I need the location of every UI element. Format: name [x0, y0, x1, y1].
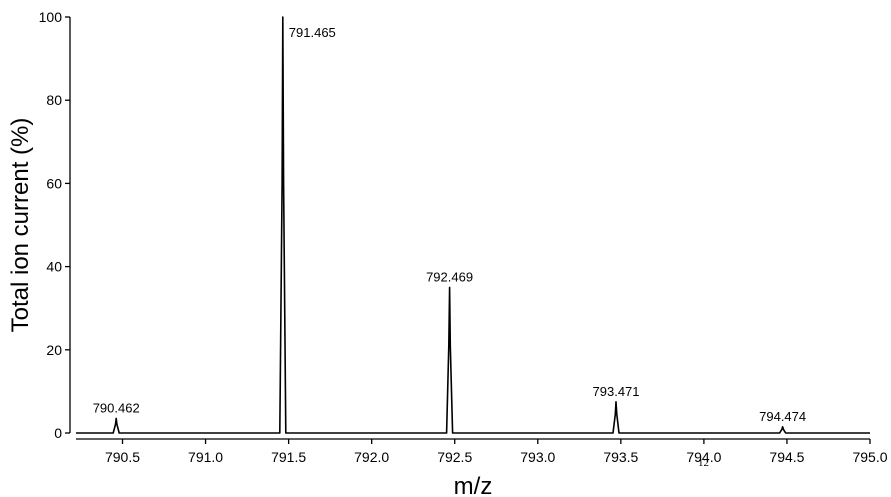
- x-tick-label: 790.5: [105, 449, 140, 465]
- x-tick-label: 793.5: [603, 449, 638, 465]
- y-tick-label: 100: [39, 9, 63, 25]
- peak-label: 794.474: [759, 409, 806, 424]
- footnote-superscript: 12: [698, 457, 709, 469]
- x-tick-label: 791.0: [188, 449, 223, 465]
- y-tick-label: 40: [46, 259, 62, 275]
- peak-label: 792.469: [426, 269, 473, 284]
- y-axis-title: Total ion current (%): [7, 118, 34, 333]
- x-tick-label: 795.0: [852, 449, 887, 465]
- x-tick-label: 792.5: [437, 449, 472, 465]
- peak-label: 790.462: [93, 400, 140, 415]
- x-tick-label: 793.0: [520, 449, 555, 465]
- y-tick-label: 20: [46, 342, 62, 358]
- y-tick-label: 0: [54, 425, 62, 441]
- spectrum-line: [76, 16, 870, 434]
- peak-labels: 790.462 791.465 792.469 793.471 794.474: [93, 25, 806, 424]
- peak-label: 793.471: [593, 384, 640, 399]
- x-axis-title: m/z: [454, 473, 493, 497]
- x-tick-label: 792.0: [354, 449, 389, 465]
- peak-label: 791.465: [289, 25, 336, 40]
- x-tick-label: 794.0: [686, 449, 721, 465]
- axes: 0 20 40 60 80 100 790.5 791.0 791.5 792.0 792.5 793…: [39, 9, 888, 465]
- x-tick-label: 794.5: [769, 449, 804, 465]
- y-tick-label: 80: [46, 92, 62, 108]
- x-tick-label: 791.5: [271, 449, 306, 465]
- y-tick-label: 60: [46, 175, 62, 191]
